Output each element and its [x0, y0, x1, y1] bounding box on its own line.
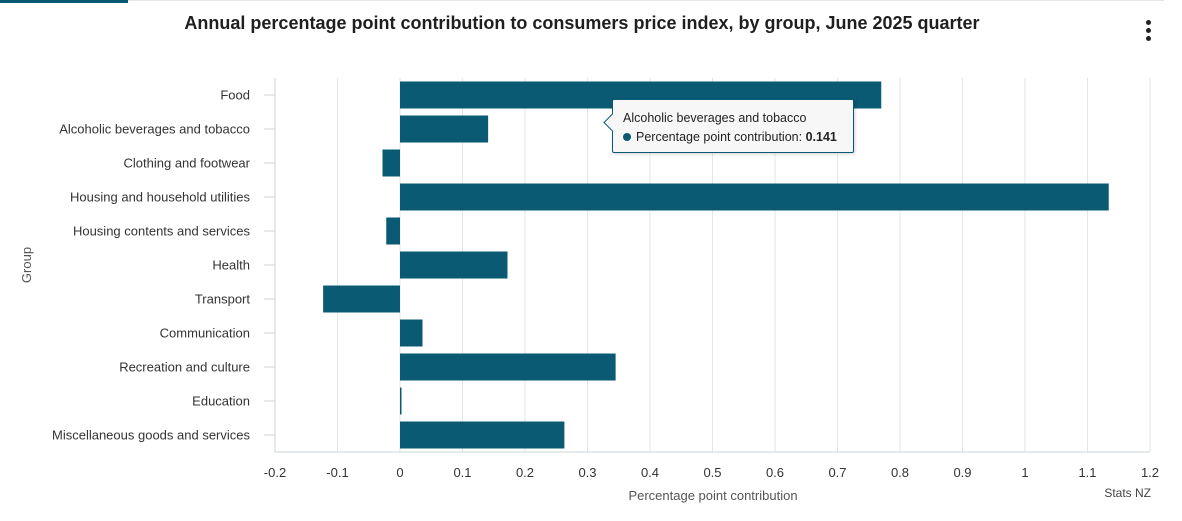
category-label: Housing contents and services [73, 224, 251, 239]
x-tick-label: 0 [396, 465, 403, 480]
x-tick-label: 0.9 [953, 465, 971, 480]
x-tick-label: 0.2 [516, 465, 534, 480]
bar[interactable] [400, 353, 616, 381]
x-tick-label: 0.4 [641, 465, 659, 480]
tooltip-value: 0.141 [805, 130, 837, 144]
bar[interactable] [400, 421, 565, 449]
bar[interactable] [400, 319, 423, 347]
vertical-dots-icon [1146, 36, 1151, 41]
bar[interactable] [400, 251, 508, 279]
chart-menu-button[interactable] [1136, 18, 1160, 44]
category-label: Transport [195, 292, 251, 307]
bar[interactable] [400, 115, 489, 143]
bar[interactable] [400, 183, 1109, 211]
category-label: Food [220, 88, 250, 103]
bars [323, 81, 1109, 449]
bar[interactable] [400, 387, 402, 415]
x-tick-label: 0.1 [453, 465, 471, 480]
bar[interactable] [323, 285, 400, 313]
x-tick-labels: -0.2 -0.1 0 0.1 0.2 0.3 0.4 0.5 0.6 0.7 0.8 0.9 1 1.1… [264, 465, 1159, 480]
category-label: Communication [160, 326, 250, 341]
category-label: Education [192, 394, 250, 409]
tooltip: Alcoholic beverages and tobacco Percenta… [603, 99, 854, 153]
category-label: Alcoholic beverages and tobacco [59, 122, 250, 137]
x-tick-label: -0.1 [326, 465, 348, 480]
tooltip-label: Percentage point contribution: [636, 130, 803, 144]
x-tick-label: 0.3 [578, 465, 596, 480]
x-tick-label: 0.8 [891, 465, 909, 480]
chart-title: Annual percentage point contribution to … [184, 13, 980, 33]
x-tick-label: 1 [1021, 465, 1028, 480]
x-tick-label: 0.6 [766, 465, 784, 480]
y-axis-title: Group [19, 247, 34, 283]
x-tick-label: -0.2 [264, 465, 286, 480]
x-tick-label: 0.5 [703, 465, 721, 480]
x-axis-title: Percentage point contribution [628, 488, 797, 503]
tab-accent [0, 0, 128, 3]
category-label: Housing and household utilities [70, 190, 250, 205]
bar[interactable] [386, 217, 400, 245]
tooltip-value-line: Percentage point contribution: 0.141 [623, 130, 843, 144]
x-tick-label: 1.1 [1078, 465, 1096, 480]
chart-credit[interactable]: Stats NZ [1104, 486, 1151, 500]
tooltip-category: Alcoholic beverages and tobacco [623, 111, 807, 125]
vertical-dots-icon [1146, 28, 1151, 33]
category-labels: Food Alcoholic beverages and tobacco Cloth… [52, 88, 275, 443]
category-label: Clothing and footwear [124, 156, 251, 171]
vertical-dots-icon [1146, 20, 1151, 25]
top-divider [128, 0, 1164, 1]
category-label: Miscellaneous goods and services [52, 428, 250, 443]
category-label: Recreation and culture [119, 360, 250, 375]
x-tick-label: 0.7 [828, 465, 846, 480]
bar[interactable] [382, 149, 401, 177]
series-dot-icon [623, 133, 631, 141]
category-label: Health [212, 258, 250, 273]
x-tick-label: 1.2 [1141, 465, 1159, 480]
